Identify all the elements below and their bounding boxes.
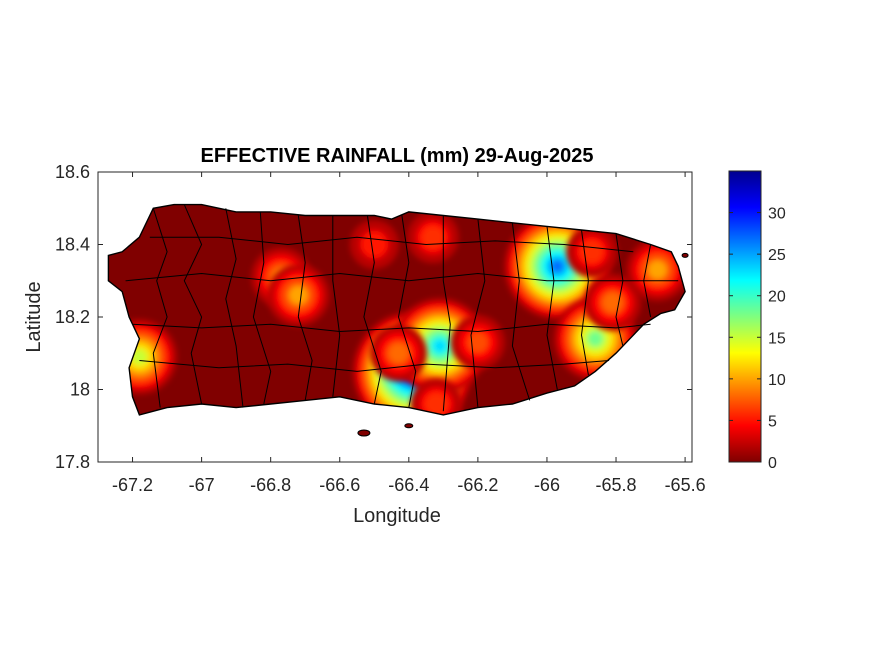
x-tick-label: -66 bbox=[534, 475, 560, 495]
boundary-line bbox=[397, 215, 417, 408]
boundary-line bbox=[252, 211, 272, 405]
boundary-line bbox=[183, 204, 203, 405]
colorbar-tick-label: 20 bbox=[768, 289, 786, 306]
y-tick-label: 17.8 bbox=[55, 452, 90, 472]
x-tick-label: -65.8 bbox=[596, 475, 637, 495]
boundary-line bbox=[442, 215, 451, 412]
x-tick-label: -65.6 bbox=[665, 475, 706, 495]
island-outline bbox=[107, 203, 686, 416]
y-tick-label: 18.4 bbox=[55, 235, 90, 255]
y-axis-label: Latitude bbox=[23, 281, 45, 352]
rain-cell bbox=[370, 324, 427, 382]
boundary-line bbox=[363, 215, 382, 405]
boundary-line bbox=[511, 222, 531, 401]
y-tick-label: 18 bbox=[70, 380, 90, 400]
colorbar-tick-label: 30 bbox=[768, 206, 786, 223]
municipality-boundaries bbox=[125, 204, 679, 412]
boundary-line bbox=[139, 360, 610, 372]
colorbar-gradient bbox=[728, 170, 762, 463]
y-axis-ticks: 17.8 18 18.2 18.4 18.6 bbox=[55, 162, 692, 472]
rain-cells bbox=[108, 211, 686, 415]
colorbar-tick-label: 5 bbox=[768, 413, 777, 430]
rain-cell bbox=[566, 225, 618, 278]
x-tick-label: -66.2 bbox=[457, 475, 498, 495]
colorbar: 0 5 10 15 20 25 30 bbox=[728, 170, 786, 472]
x-tick-label: -66.6 bbox=[319, 475, 360, 495]
rain-cell bbox=[450, 315, 505, 370]
boundary-line bbox=[149, 236, 634, 253]
x-tick-label: -66.8 bbox=[250, 475, 291, 495]
rain-cell bbox=[349, 220, 399, 269]
x-tick-label: -66.4 bbox=[388, 475, 429, 495]
colorbar-tick-label: 25 bbox=[768, 247, 786, 264]
boundary-line bbox=[332, 215, 341, 397]
boundary-line bbox=[546, 226, 558, 390]
rain-cell bbox=[407, 211, 459, 264]
boundary-line bbox=[580, 229, 589, 376]
islet bbox=[681, 252, 689, 258]
boundary-line bbox=[132, 323, 651, 333]
y-tick-label: 18.2 bbox=[55, 307, 90, 327]
small-islets bbox=[357, 252, 689, 437]
colorbar-ticks: 0 5 10 15 20 25 30 bbox=[729, 206, 786, 472]
islet bbox=[404, 423, 414, 429]
boundary-line bbox=[297, 215, 313, 401]
x-axis-label: Longitude bbox=[353, 505, 441, 527]
islet bbox=[357, 429, 371, 437]
boundary-line bbox=[470, 219, 486, 408]
map-layer bbox=[107, 203, 689, 437]
colorbar-tick-label: 0 bbox=[768, 455, 777, 472]
y-tick-label: 18.6 bbox=[55, 162, 90, 182]
colorbar-tick-label: 10 bbox=[768, 372, 786, 389]
boundary-line bbox=[615, 233, 624, 347]
rain-cell bbox=[584, 274, 641, 331]
x-axis-ticks: -67.2 -67 -66.8 -66.6 -66.4 -66.2 -66 -65.8 -65.… bbox=[112, 172, 706, 495]
x-tick-label: -67 bbox=[189, 475, 215, 495]
x-tick-label: -67.2 bbox=[112, 475, 153, 495]
boundary-line bbox=[125, 272, 679, 282]
chart-title: EFFECTIVE RAINFALL (mm) 29-Aug-2025 bbox=[200, 145, 593, 167]
colorbar-tick-label: 15 bbox=[768, 330, 786, 347]
